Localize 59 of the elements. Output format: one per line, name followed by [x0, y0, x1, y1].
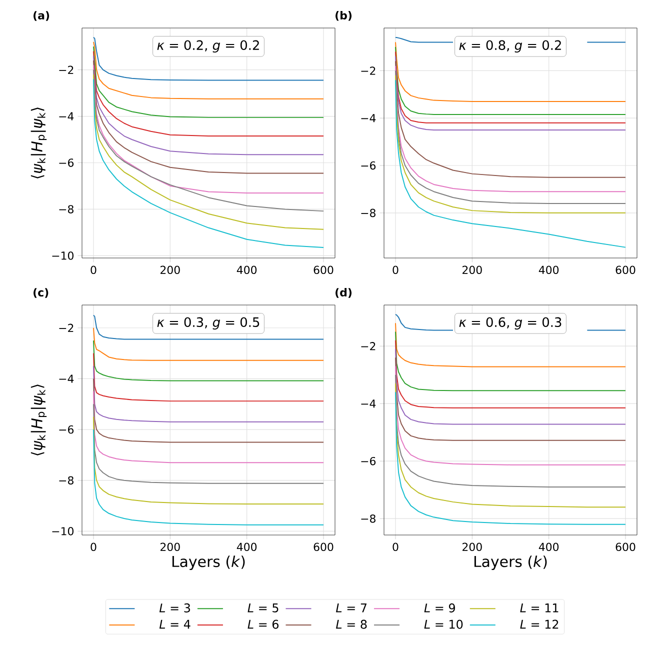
legend-label: L = 6: [248, 620, 279, 629]
annotation: κ = 0.8, g = 0.2: [459, 40, 561, 53]
x-tick-label: 600: [314, 542, 334, 552]
y-tick-label: −8: [59, 476, 74, 485]
line-series: [395, 80, 626, 248]
x-axis-title: Layers (k): [172, 556, 245, 570]
text: ⟨ψ$_{k}$|H$_{p}$|ψ$_{k}$⟩: [30, 384, 47, 456]
y-tick-label: −2: [59, 66, 74, 74]
chart-title: (a): [34, 11, 50, 21]
x-tick-label: 600: [314, 266, 334, 274]
legend-label: L = 11: [520, 604, 558, 612]
x-tick-label: 600: [616, 266, 636, 274]
y-tick-label: −2: [59, 324, 74, 332]
y-tick-label: −4: [361, 114, 376, 122]
x-tick-label: 600: [616, 542, 636, 552]
chart-title: (d): [336, 288, 352, 298]
y-tick-label: −2: [361, 66, 376, 75]
y-tick-label: −8: [361, 208, 376, 218]
legend-label: L = 12: [520, 620, 558, 629]
x-tick-label: 200: [160, 266, 180, 274]
y-tick-label: −8: [361, 514, 376, 523]
x-tick-label: 400: [538, 542, 559, 552]
x-tick-label: 200: [160, 542, 180, 552]
text: ⟨ψ$_{k}$|H$_{p}$|ψ$_{k}$⟩: [30, 108, 47, 178]
y-tick-label: −6: [361, 456, 376, 466]
annotation: κ = 0.2, g = 0.2: [157, 40, 259, 53]
x-tick-label: 0: [392, 266, 398, 274]
y-tick-label: −4: [59, 374, 74, 383]
x-axis-title: Layers (k): [474, 556, 547, 570]
x-tick-label: 0: [90, 266, 96, 274]
chart-title: (b): [336, 11, 352, 21]
legend-label: L = 7: [336, 604, 367, 612]
line-series: [395, 392, 626, 525]
legend-label: L = 3: [159, 603, 190, 612]
x-tick-label: 400: [538, 266, 559, 274]
annotation: κ = 0.3, g = 0.5: [157, 317, 260, 330]
y-tick-label: −2: [361, 342, 376, 350]
chart-title: (c): [34, 288, 48, 298]
line-series: [395, 382, 626, 508]
x-tick-label: 200: [462, 542, 482, 552]
legend-label: L = 5: [248, 604, 278, 612]
x-tick-label: 0: [90, 542, 96, 552]
legend-label: L = 4: [159, 620, 190, 629]
legend-label: L = 10: [424, 620, 463, 629]
y-tick-label: −10: [52, 252, 74, 260]
y-tick-label: −6: [59, 158, 74, 167]
y-tick-label: −6: [59, 425, 74, 434]
x-tick-label: 400: [236, 542, 257, 552]
y-tick-label: −8: [59, 205, 74, 214]
x-tick-label: 200: [462, 266, 482, 274]
annotation: κ = 0.6, g = 0.3: [459, 317, 562, 330]
x-tick-label: 400: [236, 266, 257, 274]
y-tick-label: −6: [361, 161, 376, 170]
y-tick-label: −4: [59, 112, 74, 120]
legend-label: L = 8: [336, 620, 367, 629]
y-tick-label: −4: [361, 400, 376, 408]
y-tick-label: −10: [52, 527, 74, 536]
legend-label: L = 9: [424, 603, 455, 612]
x-tick-label: 0: [392, 542, 398, 552]
